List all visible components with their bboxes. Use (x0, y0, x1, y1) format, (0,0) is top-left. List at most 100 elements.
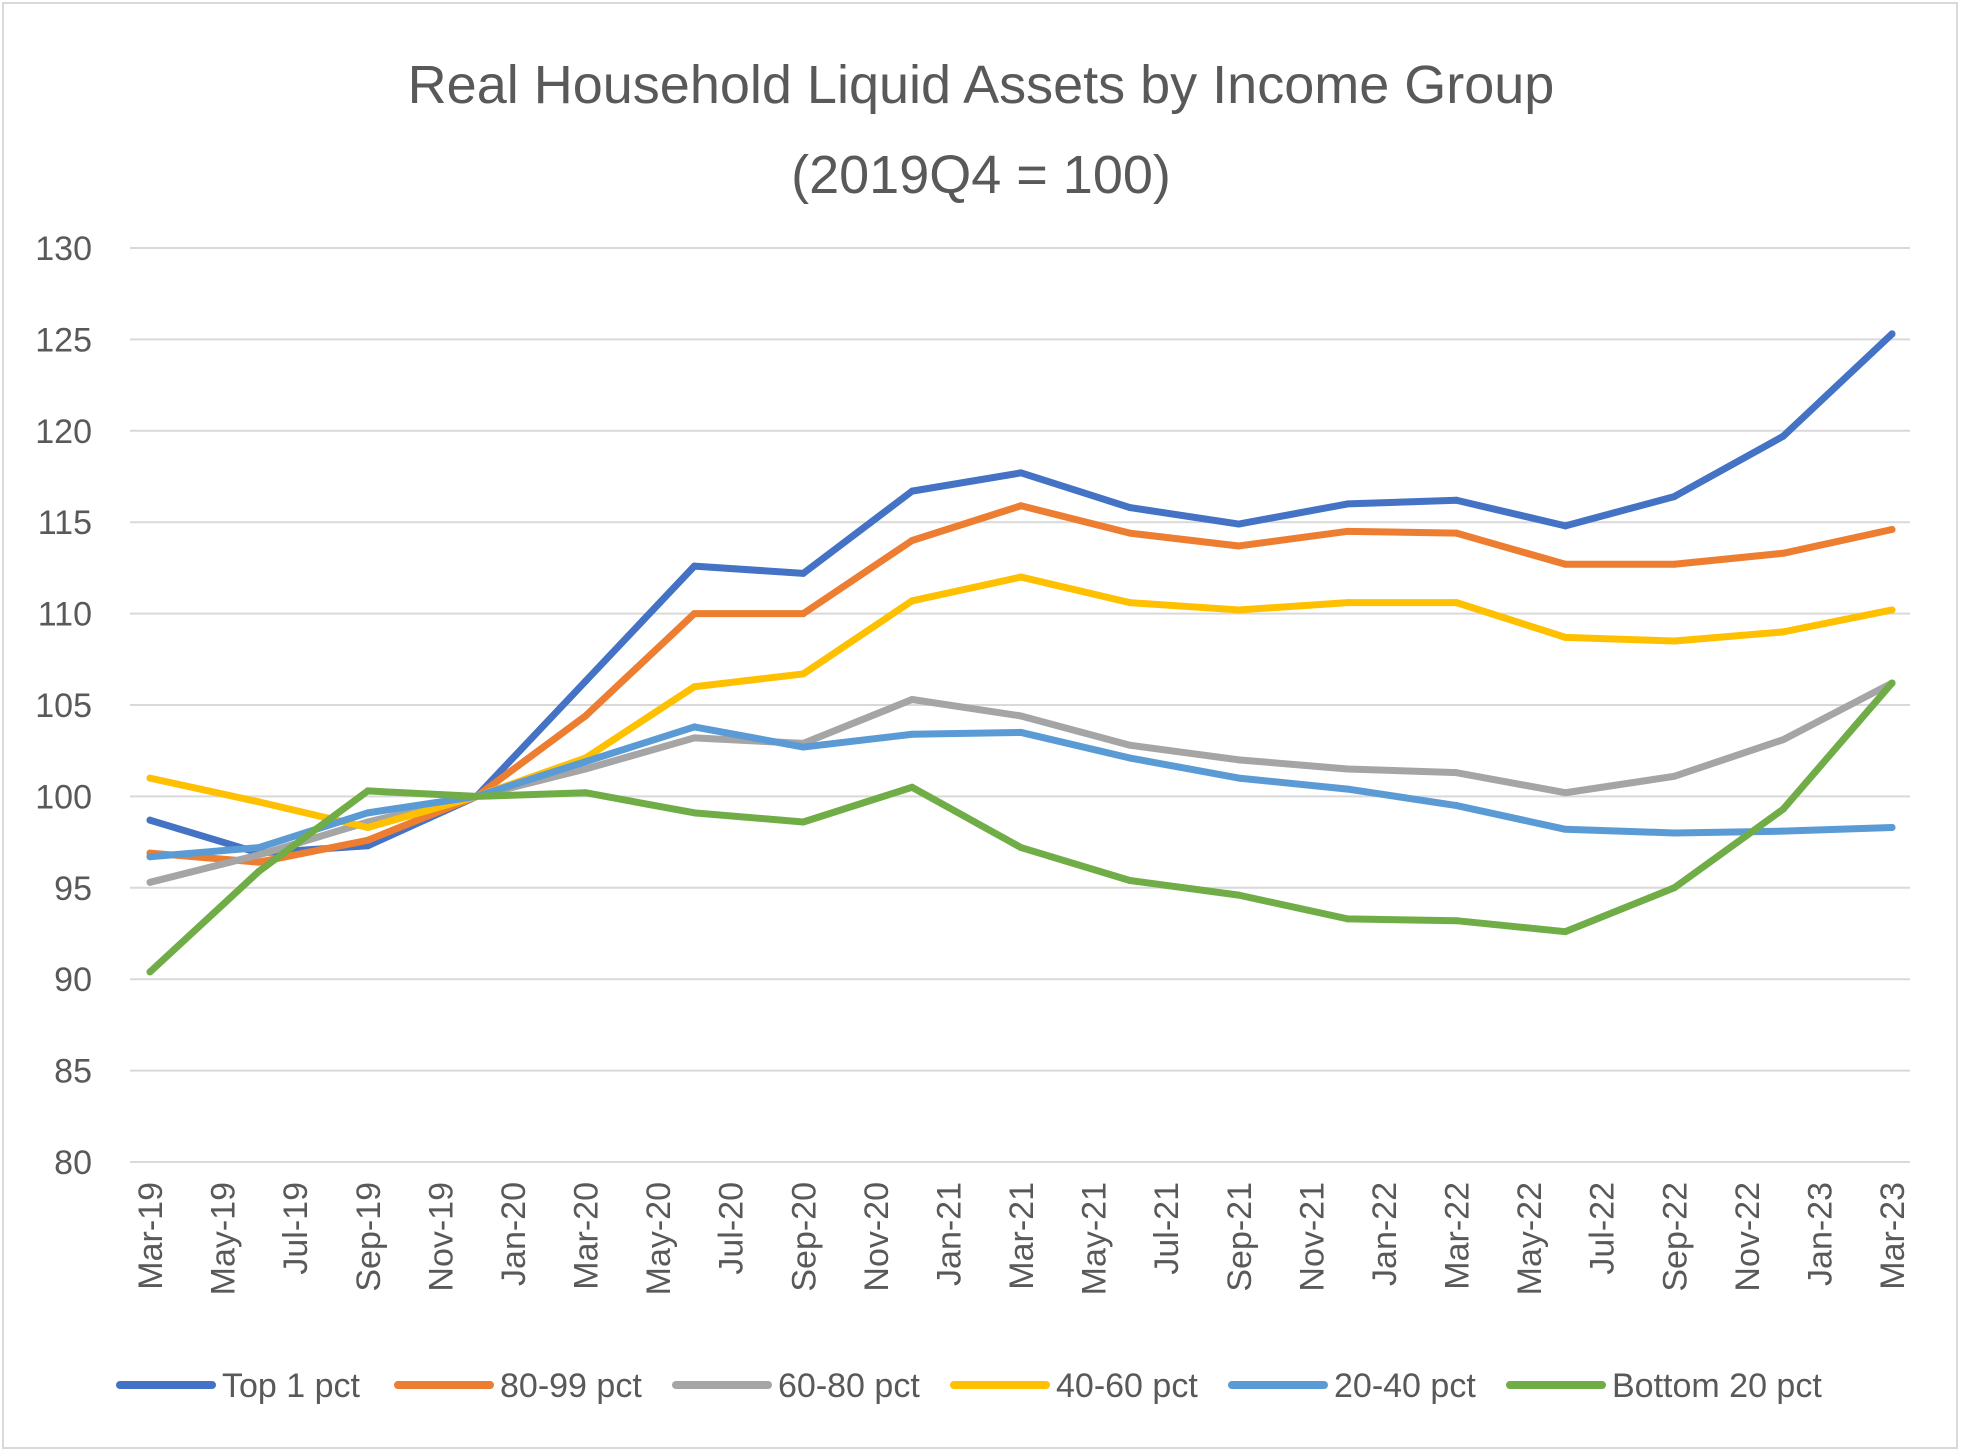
x-tick-label: Mar-21 (1003, 1182, 1041, 1290)
data-point-60-80-pct (1453, 769, 1460, 776)
data-point-20-40-pct (1235, 775, 1242, 782)
y-tick-label: 95 (54, 870, 92, 908)
data-point-80-99-pct (1671, 561, 1678, 568)
legend-label-top-1-pct: Top 1 pct (222, 1367, 361, 1405)
data-point-80-99-pct (1780, 550, 1787, 557)
data-point-bottom-20-pct (1562, 928, 1569, 935)
data-point-40-60-pct (1453, 599, 1460, 606)
data-point-80-99-pct (255, 859, 262, 866)
data-point-60-80-pct (1780, 736, 1787, 743)
data-point-60-80-pct (691, 734, 698, 741)
x-tick-label: Sep-19 (350, 1182, 388, 1292)
data-point-40-60-pct (909, 597, 916, 604)
data-point-bottom-20-pct (1780, 806, 1787, 813)
data-point-top-1-pct (1562, 522, 1569, 529)
data-point-60-80-pct (1018, 712, 1025, 719)
data-point-40-60-pct (1562, 634, 1569, 641)
x-tick-label: Jan-21 (930, 1182, 968, 1286)
data-point-top-1-pct (1235, 521, 1242, 528)
data-point-80-99-pct (582, 712, 589, 719)
x-tick-label: Mar-19 (132, 1182, 170, 1290)
data-point-20-40-pct (691, 723, 698, 730)
y-tick-label: 80 (54, 1144, 92, 1182)
data-point-60-80-pct (1235, 756, 1242, 763)
data-point-20-40-pct (1453, 802, 1460, 809)
data-point-80-99-pct (909, 537, 916, 544)
data-point-20-40-pct (1018, 729, 1025, 736)
data-point-top-1-pct (1889, 330, 1896, 337)
data-point-bottom-20-pct (364, 787, 371, 794)
data-point-40-60-pct (1235, 606, 1242, 613)
data-point-20-40-pct (1780, 828, 1787, 835)
data-point-bottom-20-pct (473, 793, 480, 800)
data-point-top-1-pct (1126, 504, 1133, 511)
x-tick-label: Sep-20 (785, 1182, 823, 1292)
data-point-bottom-20-pct (1344, 915, 1351, 922)
data-point-top-1-pct (1018, 469, 1025, 476)
x-tick-label: Jan-23 (1801, 1182, 1839, 1286)
y-tick-label: 115 (38, 504, 92, 542)
x-tick-label: May-19 (205, 1182, 243, 1295)
x-tick-label: Nov-22 (1729, 1182, 1767, 1292)
data-point-20-40-pct (582, 758, 589, 765)
data-point-80-99-pct (800, 610, 807, 617)
data-point-60-80-pct (582, 765, 589, 772)
x-tick-label: Mar-23 (1874, 1182, 1912, 1290)
data-point-40-60-pct (691, 683, 698, 690)
data-point-40-60-pct (1344, 599, 1351, 606)
data-point-80-99-pct (1126, 530, 1133, 537)
y-tick-label: 110 (38, 596, 92, 634)
data-point-60-80-pct (1344, 765, 1351, 772)
y-tick-label: 105 (35, 687, 92, 725)
legend-label-80-99-pct: 80-99 pct (500, 1367, 642, 1405)
legend: Top 1 pct 80-99 pct 60-80 pct 40-60 pct 20-4… (120, 1367, 1822, 1405)
x-tick-label: Mar-22 (1439, 1182, 1477, 1290)
data-point-top-1-pct (582, 678, 589, 685)
y-tick-label: 130 (35, 230, 92, 268)
x-tick-label: Nov-19 (422, 1182, 460, 1292)
data-point-top-1-pct (1453, 497, 1460, 504)
data-point-bottom-20-pct (1235, 892, 1242, 899)
data-point-40-60-pct (1018, 574, 1025, 581)
data-point-bottom-20-pct (582, 789, 589, 796)
data-point-40-60-pct (147, 775, 154, 782)
x-tick-label: Jul-21 (1148, 1182, 1186, 1275)
data-point-40-60-pct (255, 798, 262, 805)
data-point-20-40-pct (1562, 826, 1569, 833)
y-tick-label: 85 (54, 1053, 92, 1091)
data-point-top-1-pct (1780, 433, 1787, 440)
data-point-bottom-20-pct (255, 868, 262, 875)
series-lines (147, 330, 1896, 975)
data-point-top-1-pct (691, 563, 698, 570)
data-point-20-40-pct (1126, 755, 1133, 762)
y-tick-label: 120 (35, 413, 92, 451)
legend-label-60-80-pct: 60-80 pct (778, 1367, 920, 1405)
data-point-80-99-pct (1235, 542, 1242, 549)
data-point-bottom-20-pct (909, 784, 916, 791)
x-tick-label: Jan-20 (495, 1182, 533, 1286)
data-point-40-60-pct (1671, 638, 1678, 645)
x-tick-label: Nov-21 (1293, 1182, 1331, 1292)
y-tick-label: 100 (35, 778, 92, 816)
data-point-20-40-pct (800, 744, 807, 751)
x-tick-label: Jul-20 (713, 1182, 751, 1275)
x-tick-label: May-22 (1511, 1182, 1549, 1295)
data-point-20-40-pct (364, 809, 371, 816)
data-point-bottom-20-pct (1126, 877, 1133, 884)
x-tick-label: May-20 (640, 1182, 678, 1295)
data-point-60-80-pct (909, 696, 916, 703)
data-point-20-40-pct (1671, 829, 1678, 836)
data-point-80-99-pct (691, 610, 698, 617)
x-tick-label: Jul-19 (277, 1182, 315, 1275)
data-point-40-60-pct (1126, 599, 1133, 606)
data-point-40-60-pct (1780, 628, 1787, 635)
x-tick-label: Jan-22 (1366, 1182, 1404, 1286)
data-point-40-60-pct (800, 670, 807, 677)
data-point-20-40-pct (909, 731, 916, 738)
data-point-60-80-pct (255, 851, 262, 858)
data-point-20-40-pct (1889, 824, 1896, 831)
data-point-top-1-pct (1344, 500, 1351, 507)
legend-label-40-60-pct: 40-60 pct (1056, 1367, 1198, 1405)
gridlines (130, 248, 1910, 1162)
data-point-80-99-pct (1562, 561, 1569, 568)
